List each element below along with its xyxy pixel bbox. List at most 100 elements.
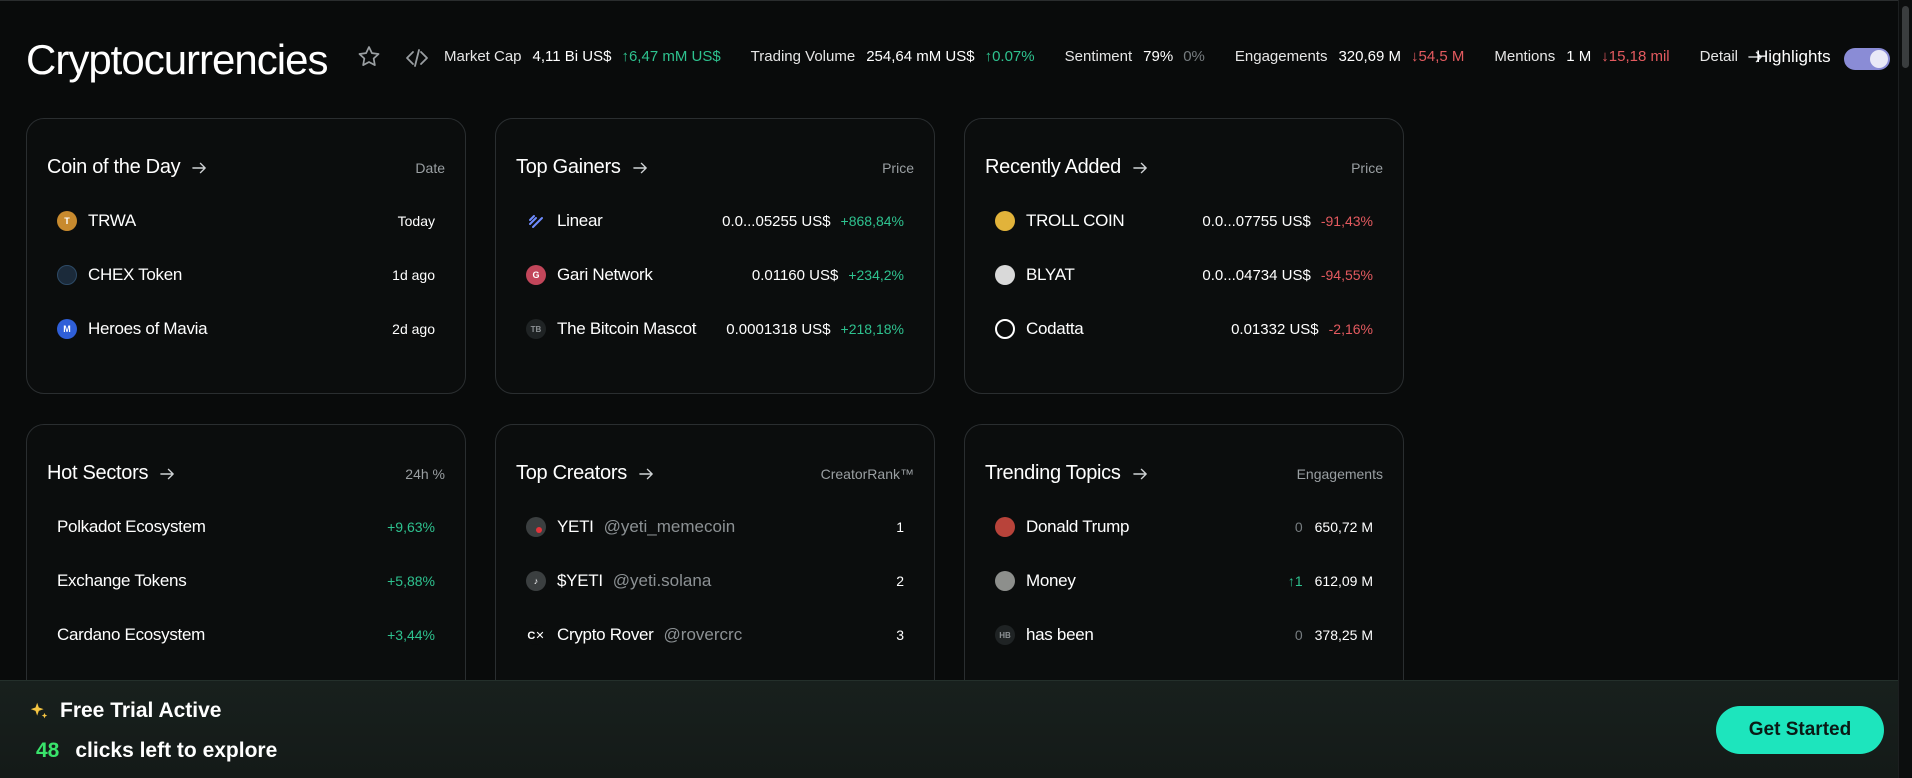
- card-title-link[interactable]: Recently Added: [985, 156, 1148, 179]
- column-header: 24h %: [405, 466, 445, 482]
- coin-name: Heroes of Mavia: [88, 319, 208, 338]
- list-item[interactable]: YETI @yeti_memecoin 1: [526, 515, 904, 539]
- coin-name: Codatta: [1026, 319, 1084, 338]
- blyat-coin-icon: [995, 265, 1015, 285]
- star-icon[interactable]: [356, 44, 382, 70]
- list-item[interactable]: Donald Trump 0 650,72 M: [995, 515, 1373, 539]
- chex-coin-icon: [57, 265, 77, 285]
- list-item[interactable]: HB has been 0 378,25 M: [995, 623, 1373, 647]
- creator-rank: 3: [896, 627, 904, 643]
- troll-coin-icon: [995, 211, 1015, 231]
- list-item[interactable]: BLYAT 0.0...04734 US$ -94,55%: [995, 263, 1373, 287]
- coin-of-the-day-card: Coin of the Day Date T TRWA Today CHEX T…: [26, 118, 466, 394]
- stat-market-cap[interactable]: Market Cap 4,11 Bi US$ ↑6,47 mM US$: [444, 48, 721, 65]
- coin-change: -91,43%: [1320, 213, 1373, 229]
- mavia-coin-icon: M: [57, 319, 77, 339]
- coin-price: 0.0...04734 US$: [1202, 266, 1311, 284]
- stat-engagements[interactable]: Engagements 320,69 M ↓54,5 M: [1235, 48, 1464, 65]
- arrow-right-icon: [639, 468, 653, 479]
- stat-label: Mentions: [1494, 48, 1556, 65]
- linear-coin-icon: [526, 211, 546, 231]
- list-item[interactable]: C✕ Crypto Rover @rovercrc 3: [526, 623, 904, 647]
- stat-change: ↑0.07%: [984, 48, 1035, 65]
- list-item[interactable]: Exchange Tokens +5,88%: [57, 569, 435, 593]
- yeti-avatar-icon: [526, 517, 546, 537]
- stat-value: 79%: [1143, 48, 1174, 65]
- banner-title-row: Free Trial Active: [28, 699, 221, 723]
- creator-name: YETI: [557, 517, 594, 536]
- list-item[interactable]: CHEX Token 1d ago: [57, 263, 435, 287]
- banner-subtitle-row: 48 clicks left to explore: [36, 739, 277, 763]
- coin-price: 0.0001318 US$: [726, 320, 831, 338]
- coin-name: The Bitcoin Mascot: [557, 319, 697, 338]
- stat-trading-volume[interactable]: Trading Volume 254,64 mM US$ ↑0.07%: [751, 48, 1035, 65]
- arrow-right-icon: [1133, 162, 1147, 173]
- creator-handle: @yeti_memecoin: [603, 517, 736, 536]
- sector-name: Polkadot Ecosystem: [57, 517, 206, 536]
- list-item[interactable]: T TRWA Today: [57, 209, 435, 233]
- card-title: Hot Sectors: [47, 462, 149, 484]
- card-title-link[interactable]: Coin of the Day: [47, 156, 207, 179]
- list-item[interactable]: TROLL COIN 0.0...07755 US$ -91,43%: [995, 209, 1373, 233]
- card-title-link[interactable]: Trending Topics: [985, 462, 1148, 485]
- trwa-coin-icon: T: [57, 211, 77, 231]
- creator-rank: 1: [896, 519, 904, 535]
- scrollbar-thumb[interactable]: [1902, 6, 1909, 68]
- detail-link[interactable]: Detail: [1700, 48, 1763, 65]
- bitcoin-mascot-coin-icon: TB: [526, 319, 546, 339]
- stat-value: 320,69 M: [1338, 48, 1402, 65]
- stat-label: Engagements: [1234, 48, 1328, 65]
- topic-name: Money: [1026, 571, 1076, 590]
- list-item[interactable]: Codatta 0.01332 US$ -2,16%: [995, 317, 1373, 341]
- stat-mentions[interactable]: Mentions 1 M ↓15,18 mil: [1494, 48, 1669, 65]
- list-item[interactable]: M Heroes of Mavia 2d ago: [57, 317, 435, 341]
- card-title-link[interactable]: Top Creators: [516, 462, 654, 485]
- list-item[interactable]: Money ↑1 612,09 M: [995, 569, 1373, 593]
- card-title: Recently Added: [985, 156, 1121, 178]
- topic-delta: 0: [1294, 519, 1303, 535]
- code-icon[interactable]: [405, 46, 429, 70]
- list-item[interactable]: ♪ $YETI @yeti.solana 2: [526, 569, 904, 593]
- coin-date: 2d ago: [392, 321, 435, 337]
- banner-title: Free Trial Active: [60, 699, 222, 722]
- gari-coin-icon: G: [526, 265, 546, 285]
- coin-name: TRWA: [88, 211, 136, 230]
- coin-name: TROLL COIN: [1026, 211, 1125, 230]
- highlights-toggle[interactable]: [1844, 48, 1890, 70]
- banner-subtitle: clicks left to explore: [75, 739, 278, 762]
- creator-name: Crypto Rover: [557, 625, 654, 644]
- stat-label: Market Cap: [444, 48, 522, 65]
- stat-change: ↑6,47 mM US$: [621, 48, 721, 65]
- arrow-right-icon: [1132, 468, 1147, 479]
- list-item[interactable]: Linear 0.0...05255 US$ +868,84%: [526, 209, 904, 233]
- column-header: Price: [1351, 160, 1383, 176]
- column-header: CreatorRank™: [820, 466, 914, 482]
- stat-value: 4,11 Bi US$: [532, 48, 612, 65]
- coin-date: Today: [397, 213, 435, 229]
- list-item[interactable]: TB The Bitcoin Mascot 0.0001318 US$ +218…: [526, 317, 904, 341]
- coin-change: +218,18%: [840, 321, 904, 337]
- card-title-link[interactable]: Hot Sectors: [47, 462, 175, 485]
- topic-delta: 0: [1294, 627, 1303, 643]
- scrollbar[interactable]: [1898, 0, 1912, 778]
- list-item[interactable]: Polkadot Ecosystem +9,63%: [57, 515, 435, 539]
- coin-price: 0.0...05255 US$: [722, 212, 831, 230]
- creator-handle: @rovercrc: [663, 625, 743, 644]
- arrow-right-icon: [192, 162, 207, 173]
- get-started-button[interactable]: Get Started: [1716, 706, 1884, 754]
- card-title-link[interactable]: Top Gainers: [516, 156, 648, 179]
- codatta-coin-icon: [995, 319, 1015, 339]
- list-item[interactable]: G Gari Network 0.01160 US$ +234,2%: [526, 263, 904, 287]
- stat-sentiment[interactable]: Sentiment 79% 0%: [1065, 48, 1205, 65]
- detail-label: Detail: [1699, 48, 1738, 65]
- market-stats-bar: Market Cap 4,11 Bi US$ ↑6,47 mM US$ Trad…: [444, 48, 1763, 65]
- creator-handle: @yeti.solana: [612, 571, 712, 590]
- stat-change: ↓15,18 mil: [1601, 48, 1670, 65]
- list-item[interactable]: Cardano Ecosystem +3,44%: [57, 623, 435, 647]
- hot-sectors-card: Hot Sectors 24h % Polkadot Ecosystem +9,…: [26, 424, 466, 700]
- stat-change: 0%: [1183, 48, 1205, 65]
- toggle-knob: [1870, 50, 1888, 68]
- free-trial-banner: Free Trial Active 48 clicks left to expl…: [0, 680, 1912, 778]
- sector-name: Cardano Ecosystem: [57, 625, 205, 644]
- stat-value: 1 M: [1566, 48, 1592, 65]
